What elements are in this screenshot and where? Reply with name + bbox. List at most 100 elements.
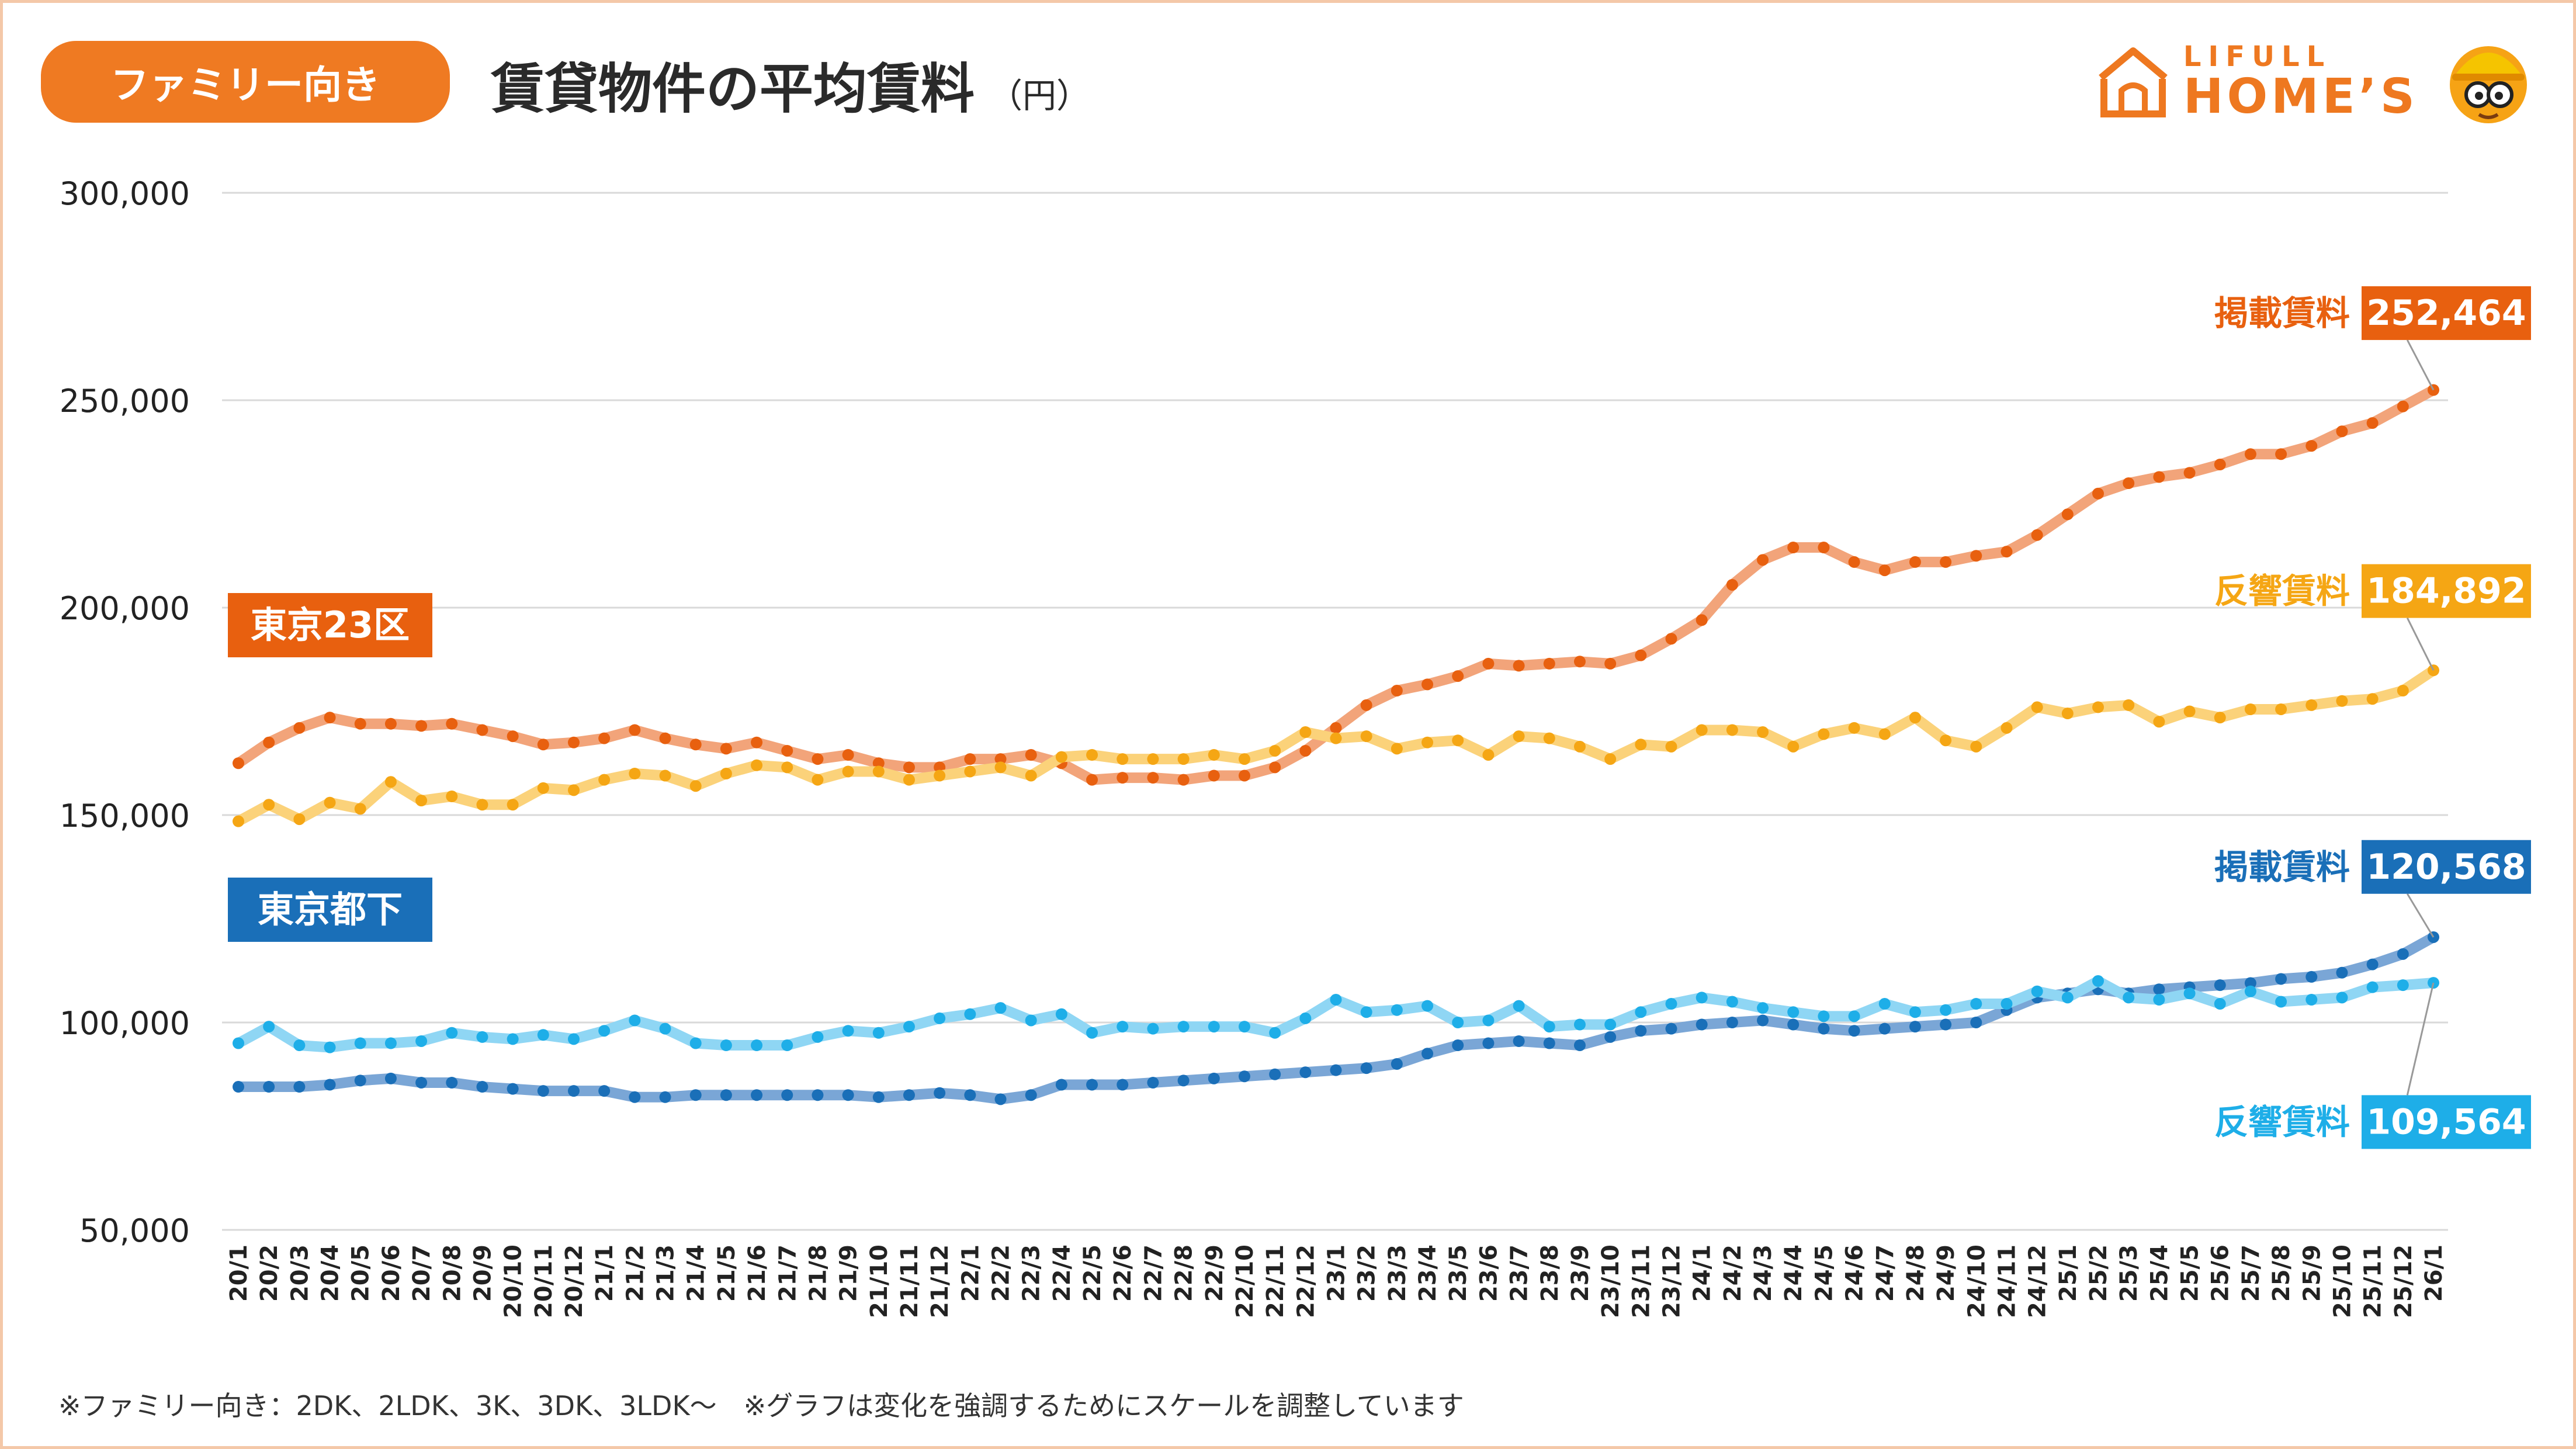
- x-tick-label: 24/3: [1750, 1245, 1777, 1302]
- data-point: [1970, 740, 1982, 753]
- data-point: [1238, 1070, 1250, 1083]
- y-tick-label: 50,000: [79, 1212, 190, 1249]
- data-point: [2275, 973, 2287, 985]
- data-point: [1878, 998, 1891, 1010]
- data-point: [2214, 712, 2226, 724]
- data-point: [324, 1041, 336, 1053]
- data-point: [567, 1033, 580, 1045]
- data-point: [2061, 992, 2074, 1004]
- data-point: [1573, 656, 1586, 668]
- data-point: [1513, 660, 1525, 672]
- data-point: [2336, 425, 2348, 438]
- data-point: [2336, 992, 2348, 1004]
- x-tick-label: 22/7: [1140, 1245, 1167, 1302]
- leader-line: [2406, 617, 2435, 671]
- data-point: [2153, 993, 2165, 1006]
- mascot-icon: [2450, 46, 2527, 123]
- data-point: [324, 796, 336, 809]
- data-point: [1086, 1079, 1098, 1091]
- data-point: [1330, 732, 1342, 744]
- data-point: [598, 1025, 611, 1037]
- data-point: [2092, 487, 2105, 500]
- x-tick-label: 20/7: [408, 1245, 435, 1302]
- x-tick-label: 21/5: [713, 1245, 740, 1302]
- data-point: [2397, 979, 2409, 992]
- value-label: 184,892: [2366, 571, 2526, 612]
- value-label: 109,564: [2366, 1101, 2526, 1142]
- data-point: [1299, 1066, 1312, 1079]
- data-point: [598, 774, 611, 786]
- data-point: [1818, 1022, 1830, 1035]
- data-point: [964, 753, 976, 765]
- x-tick-label: 23/12: [1658, 1245, 1685, 1318]
- x-tick-label: 20/3: [286, 1245, 313, 1302]
- data-point: [934, 1087, 946, 1099]
- x-tick-label: 25/12: [2390, 1245, 2417, 1318]
- data-point: [1025, 769, 1037, 782]
- data-point: [446, 1027, 458, 1039]
- data-point: [1208, 1021, 1220, 1033]
- data-point: [1391, 685, 1403, 696]
- data-point: [2397, 685, 2409, 696]
- data-point: [1269, 1068, 1281, 1080]
- data-point: [2123, 992, 2135, 1004]
- data-point: [1330, 1064, 1342, 1076]
- data-point: [446, 791, 458, 803]
- data-point: [1299, 726, 1312, 738]
- data-point: [1482, 657, 1495, 670]
- data-point: [903, 761, 915, 774]
- x-tick-label: 24/6: [1842, 1245, 1868, 1302]
- end-annotation-4: 109,564 反響賃料: [2214, 982, 2531, 1149]
- data-point: [384, 776, 397, 788]
- data-point: [2153, 983, 2165, 996]
- x-tick-label: 21/3: [653, 1245, 679, 1302]
- x-tick-label: 21/1: [591, 1245, 618, 1302]
- data-point: [781, 1089, 793, 1101]
- data-point: [1635, 739, 1647, 751]
- data-point: [537, 782, 549, 794]
- leader-line: [2407, 893, 2435, 938]
- data-point: [781, 761, 793, 774]
- data-point: [1117, 753, 1129, 765]
- x-tick-label: 23/9: [1567, 1245, 1594, 1302]
- data-point: [903, 774, 915, 786]
- data-point: [751, 1089, 763, 1101]
- value-box: [2362, 286, 2531, 340]
- data-point: [2305, 440, 2318, 452]
- x-tick-label: 23/10: [1597, 1245, 1624, 1318]
- data-point: [842, 765, 854, 778]
- data-point: [2183, 705, 2196, 717]
- data-point: [1117, 1079, 1129, 1091]
- x-tick-label: 23/7: [1506, 1245, 1533, 1302]
- data-point: [415, 795, 428, 807]
- data-point: [659, 1091, 671, 1103]
- data-point: [2305, 970, 2318, 983]
- data-point: [1696, 614, 1708, 626]
- x-tick-label: 23/3: [1384, 1245, 1411, 1302]
- data-point: [2244, 703, 2256, 715]
- x-tick-label: 24/4: [1780, 1245, 1807, 1302]
- x-tick-label: 20/11: [531, 1245, 557, 1318]
- data-point: [934, 769, 946, 782]
- data-point: [903, 1089, 915, 1101]
- data-point: [629, 724, 641, 736]
- x-tick-label: 23/5: [1445, 1245, 1472, 1302]
- data-point: [2366, 958, 2379, 970]
- x-tick-label: 22/8: [1171, 1245, 1198, 1302]
- data-point: [1086, 774, 1098, 786]
- x-tick-label: 25/11: [2360, 1245, 2387, 1318]
- data-point: [872, 757, 885, 769]
- x-tick-label: 24/8: [1902, 1245, 1929, 1302]
- data-point: [751, 736, 763, 748]
- data-point: [2031, 985, 2043, 997]
- data-point: [1177, 1021, 1190, 1033]
- data-point: [1117, 1021, 1129, 1033]
- value-label: 120,568: [2366, 847, 2526, 888]
- data-point: [872, 765, 885, 778]
- data-point: [1909, 556, 1921, 568]
- data-point: [2001, 998, 2013, 1010]
- data-point: [629, 768, 641, 779]
- data-point: [994, 761, 1007, 774]
